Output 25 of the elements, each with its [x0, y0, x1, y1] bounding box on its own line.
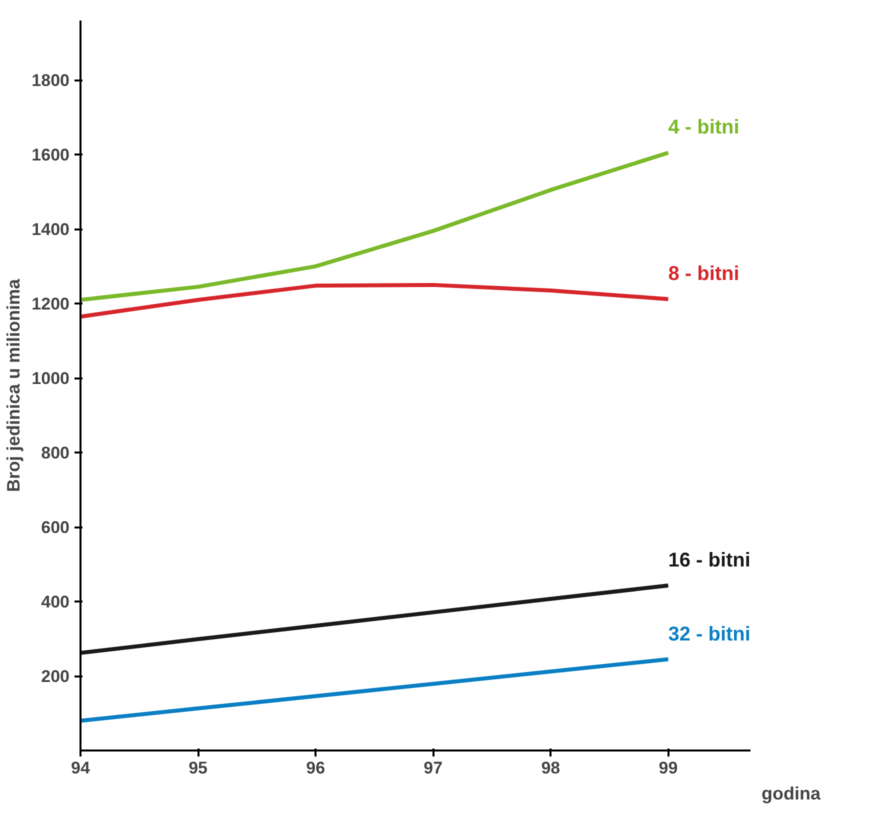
series-label: 32 - bitni: [668, 623, 750, 646]
x-tick-label: 94: [71, 758, 90, 778]
y-tick-label: 1800: [32, 71, 70, 90]
y-tick-label: 200: [41, 667, 70, 686]
line-series: [80, 282, 670, 319]
x-tick-label: 98: [541, 758, 560, 778]
x-tick-label: 95: [188, 758, 208, 778]
y-tick-label: 1600: [32, 146, 70, 165]
series-label: 4 - bitni: [668, 116, 740, 139]
series-label: 16 - bitni: [668, 550, 750, 572]
line-series: [80, 657, 670, 723]
line-series: [80, 584, 670, 655]
x-tick-label: 99: [658, 758, 678, 778]
y-tick-label: 800: [41, 444, 70, 463]
series-label: 8 - bitni: [668, 263, 740, 286]
line-series: [80, 150, 670, 302]
x-axis-title: godina: [762, 784, 822, 804]
y-tick-label: 1000: [32, 369, 70, 388]
x-tick-label: 96: [306, 758, 326, 778]
y-tick-label: 400: [41, 592, 70, 612]
x-tick-label: 97: [424, 758, 443, 778]
y-tick-label: 600: [41, 518, 70, 538]
y-axis-title: Broj jedinica u milionima: [4, 278, 24, 492]
y-tick-label: 1400: [32, 220, 70, 240]
y-tick-label: 1200: [32, 294, 70, 314]
